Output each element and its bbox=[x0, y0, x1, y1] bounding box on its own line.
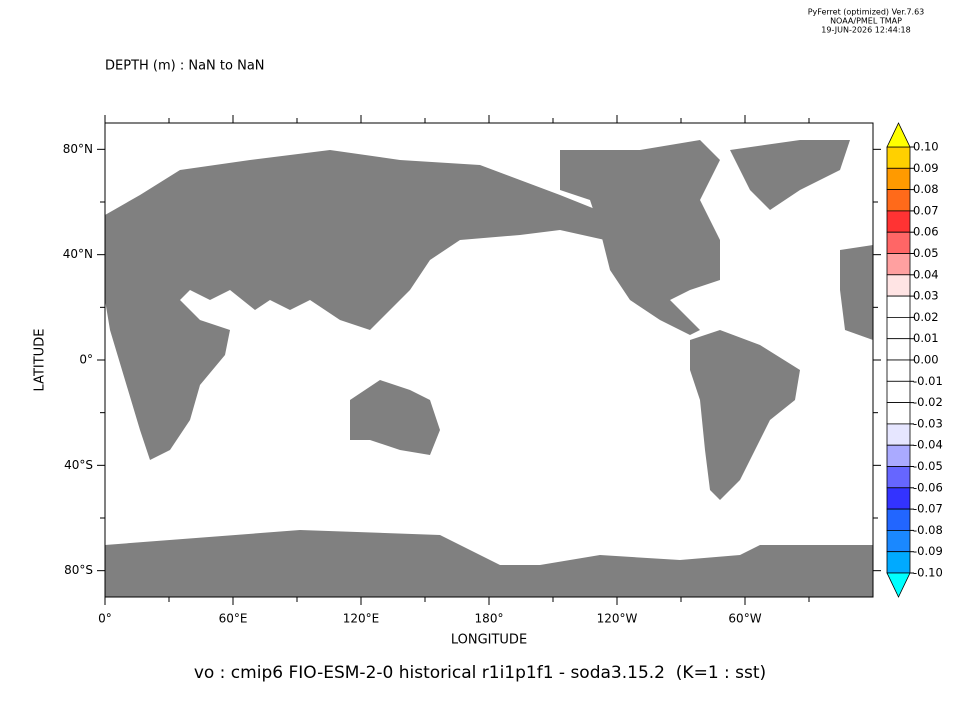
y-tick-label: 80°S bbox=[64, 563, 93, 577]
colorbar-box bbox=[886, 423, 911, 446]
colorbar-label: 0.04 bbox=[913, 267, 939, 281]
y-tick-label: 0° bbox=[79, 353, 93, 367]
land bbox=[105, 140, 873, 597]
colorbar-box bbox=[886, 359, 911, 382]
colorbar-box bbox=[886, 146, 911, 169]
colorbar-label: -0.07 bbox=[913, 502, 943, 516]
x-tick-label: 60°W bbox=[728, 612, 761, 626]
x-axis-label: LONGITUDE bbox=[451, 633, 527, 648]
south-america bbox=[690, 330, 800, 500]
colorbar-label: -0.06 bbox=[913, 480, 943, 494]
x-tick-label: 120°E bbox=[343, 612, 380, 626]
colorbar-label: -0.05 bbox=[913, 459, 943, 473]
colorbar-label: 0.06 bbox=[913, 225, 939, 239]
greenland bbox=[730, 140, 850, 210]
colorbar-box bbox=[886, 167, 911, 191]
colorbar-box bbox=[886, 487, 911, 510]
colorbar-label: 0.10 bbox=[913, 140, 939, 154]
colorbar-label: -0.02 bbox=[913, 395, 943, 409]
colorbar-box bbox=[886, 295, 911, 318]
colorbar-label: 0.05 bbox=[913, 246, 939, 260]
colorbar-label: 0.01 bbox=[913, 331, 939, 345]
colorbar-label: 0.09 bbox=[913, 161, 939, 175]
colorbar-label: 0.03 bbox=[913, 289, 939, 303]
y-tick-label: 80°N bbox=[63, 142, 93, 156]
colorbar-box bbox=[886, 530, 911, 553]
colorbar-under bbox=[886, 572, 911, 598]
x-tick-label: 120°W bbox=[597, 612, 638, 626]
colorbar-box bbox=[886, 380, 911, 403]
colorbar-box bbox=[886, 444, 911, 467]
y-axis-label: LATITUDE bbox=[33, 329, 48, 392]
colorbar-label: -0.10 bbox=[913, 566, 943, 580]
colorbar-label: -0.03 bbox=[913, 416, 943, 430]
colorbar-label: 0.07 bbox=[913, 203, 939, 217]
colorbar-over bbox=[886, 122, 911, 148]
australia bbox=[350, 380, 440, 455]
colorbar-label: -0.01 bbox=[913, 374, 943, 388]
colorbar-box bbox=[886, 508, 911, 531]
header-line: NOAA/PMEL TMAP bbox=[830, 17, 902, 26]
header-line: 19-JUN-2026 12:44:18 bbox=[821, 26, 910, 35]
europe-east bbox=[840, 245, 873, 340]
colorbar-box bbox=[886, 231, 911, 254]
colorbar-label: 0.00 bbox=[913, 353, 939, 367]
chart-title: DEPTH (m) : NaN to NaN bbox=[105, 59, 265, 74]
eurasia-africa bbox=[105, 150, 610, 460]
colorbar-box bbox=[886, 210, 911, 233]
x-tick-label: 180° bbox=[475, 612, 504, 626]
colorbar-box bbox=[886, 189, 911, 212]
colorbar-box bbox=[886, 402, 911, 425]
colorbar-box bbox=[886, 466, 911, 489]
colorbar-label: -0.08 bbox=[913, 523, 943, 537]
colorbar-label: -0.04 bbox=[913, 438, 943, 452]
antarctica bbox=[105, 530, 873, 597]
x-tick-label: 60°E bbox=[219, 612, 248, 626]
colorbar-label: -0.09 bbox=[913, 544, 943, 558]
caption: vo : cmip6 FIO-ESM-2-0 historical r1i1p1… bbox=[194, 663, 766, 683]
colorbar-label: 0.02 bbox=[913, 310, 939, 324]
y-tick-label: 40°S bbox=[64, 458, 93, 472]
north-america bbox=[560, 140, 720, 335]
colorbar-box bbox=[886, 316, 911, 340]
colorbar-box bbox=[886, 551, 911, 574]
colorbar-box bbox=[886, 274, 911, 297]
colorbar-label: 0.08 bbox=[913, 182, 939, 196]
colorbar-box bbox=[886, 338, 911, 361]
x-tick-label: 0° bbox=[98, 612, 112, 626]
header-line: PyFerret (optimized) Ver.7.63 bbox=[808, 8, 925, 17]
y-tick-label: 40°N bbox=[63, 247, 93, 261]
colorbar-box bbox=[886, 253, 911, 276]
